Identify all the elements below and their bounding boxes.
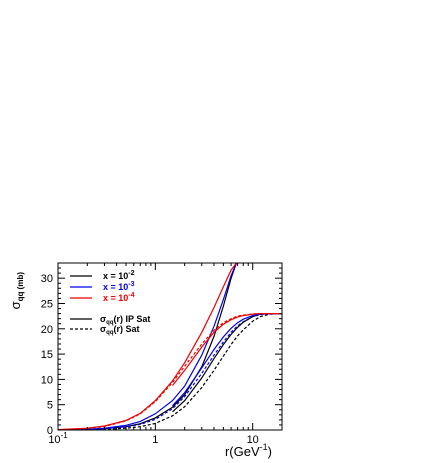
x-tick-label: 10-1 xyxy=(48,431,68,446)
legend-entry-label: σqq(r) Sat xyxy=(100,324,140,336)
legend: x = 10-2x = 10-3x = 10-4 σqq(r) IP Satσqq… xyxy=(70,270,150,336)
series-line-4 xyxy=(58,313,282,430)
series-line-7 xyxy=(172,313,282,413)
y-tick-label: 10 xyxy=(41,374,53,386)
y-tick-label: 30 xyxy=(41,273,53,285)
legend-entry-label: x = 10-4 xyxy=(103,292,135,303)
series-line-1 xyxy=(58,263,237,430)
y-tick-label: 25 xyxy=(41,298,53,310)
y-tick-label: 0 xyxy=(47,425,53,437)
legend-entry-label: x = 10-2 xyxy=(103,270,135,281)
y-tick-label: 5 xyxy=(47,400,53,412)
series-line-5 xyxy=(58,313,282,430)
plot-frame xyxy=(57,262,283,431)
ticks-layer: 0 5 10 15 20 25 30 10-1 1 10 xyxy=(41,263,283,446)
legend-entry-label: σqq(r) IP Sat xyxy=(100,314,150,326)
x-tick-label: 10 xyxy=(247,434,259,446)
svg-text:σqq (mb): σqq (mb) xyxy=(8,272,25,310)
x-tick-label: 1 xyxy=(152,434,158,446)
y-tick-label: 15 xyxy=(41,349,53,361)
series-line-8 xyxy=(172,313,282,407)
series-layer xyxy=(58,263,282,430)
x-axis-title: r(GeV-1) xyxy=(225,442,272,459)
series-line-6 xyxy=(58,313,282,430)
y-tick-label: 20 xyxy=(41,324,53,336)
y-axis-title: σqq (mb) xyxy=(8,272,25,310)
legend-entry-label: x = 10-3 xyxy=(103,281,135,292)
series-line-9 xyxy=(172,313,282,386)
